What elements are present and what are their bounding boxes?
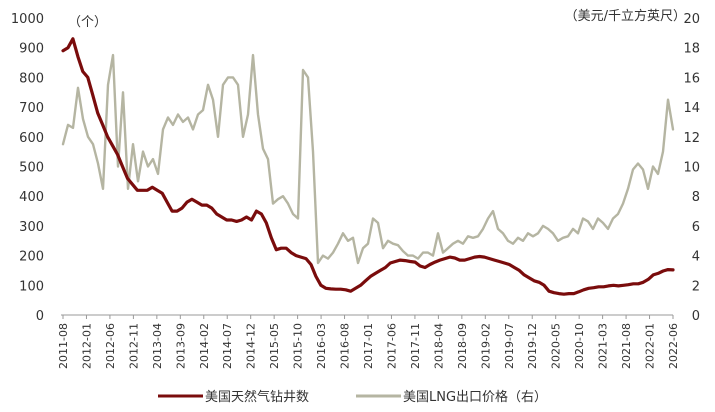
x-tick-label: 2012-06 [104, 323, 117, 369]
left-tick-label: 0 [36, 309, 44, 324]
right-tick-label: 18 [683, 42, 700, 57]
left-tick-label: 700 [19, 101, 44, 116]
legend: 美国天然气钻井数 美国LNG出口价格（右） [158, 389, 547, 405]
x-tick-label: 2017-06 [385, 323, 398, 369]
x-tick-label: 2019-02 [479, 323, 492, 369]
x-tick-label: 2018-09 [456, 323, 469, 369]
x-tick-label: 2019-07 [503, 323, 516, 369]
left-tick-label: 900 [19, 42, 44, 57]
right-tick-label: 2 [692, 279, 700, 294]
x-tick-label: 2017-01 [362, 323, 375, 369]
right-tick-label: 16 [683, 71, 700, 86]
left-tick-label: 800 [19, 71, 44, 86]
x-tick-label: 2022-01 [644, 323, 657, 369]
right-tick-label: 0 [692, 309, 700, 324]
x-tick-label: 2012-01 [80, 323, 93, 369]
left-tick-label: 600 [19, 131, 44, 146]
right-axis-ticks: 0 2 4 6 8 10 12 14 16 18 20 [683, 12, 700, 324]
left-axis-ticks: 0 100 200 300 400 500 600 700 800 900 1000 [11, 12, 44, 324]
x-tick-label: 2013-09 [174, 323, 187, 369]
right-tick-label: 14 [683, 101, 700, 116]
series-lines [61, 37, 675, 296]
x-tick-label: 2019-12 [526, 323, 539, 369]
x-tick-label: 2020-05 [550, 323, 563, 369]
legend-label-lng: 美国LNG出口价格（右） [403, 389, 547, 405]
x-tick-label: 2016-08 [339, 323, 352, 369]
x-tick-label: 2013-04 [151, 323, 164, 369]
x-axis-ticks: 2011-08 2012-01 2012-06 2012-11 2013-04 2013-… [57, 315, 680, 369]
x-tick-label: 2015-10 [292, 323, 305, 369]
x-tick-label: 2011-08 [57, 323, 70, 369]
x-tick-label: 2014-02 [198, 323, 211, 369]
left-tick-label: 500 [19, 161, 44, 176]
left-tick-label: 200 [19, 250, 44, 265]
right-tick-label: 20 [683, 12, 700, 27]
right-tick-label: 6 [692, 220, 700, 235]
left-tick-label: 400 [19, 190, 44, 205]
x-tick-label: 2016-03 [315, 323, 328, 369]
x-tick-label: 2021-03 [597, 323, 610, 369]
x-tick-label: 2017-11 [409, 323, 422, 369]
left-tick-label: 100 [19, 279, 44, 294]
right-axis-unit: （美元/千立方英尺） [565, 8, 686, 24]
x-tick-label: 2018-04 [432, 323, 445, 369]
right-tick-label: 8 [692, 190, 700, 205]
series-line-lng-price [61, 53, 675, 265]
right-tick-label: 10 [683, 161, 700, 176]
right-tick-label: 12 [683, 131, 700, 146]
x-tick-label: 2012-11 [127, 323, 140, 369]
x-tick-label: 2015-05 [268, 323, 281, 369]
x-tick-label: 2014-12 [245, 323, 258, 369]
x-tick-label: 2021-08 [620, 323, 633, 369]
x-tick-label: 2022-06 [667, 323, 680, 369]
x-tick-label: 2014-07 [221, 323, 234, 369]
legend-label-rigs: 美国天然气钻井数 [205, 389, 309, 405]
series-line-gas-rigs [61, 37, 675, 296]
left-axis-unit: （个） [68, 15, 107, 30]
left-tick-label: 1000 [11, 12, 44, 27]
right-tick-label: 4 [692, 250, 700, 265]
x-tick-label: 2020-10 [573, 323, 586, 369]
left-tick-label: 300 [19, 220, 44, 235]
